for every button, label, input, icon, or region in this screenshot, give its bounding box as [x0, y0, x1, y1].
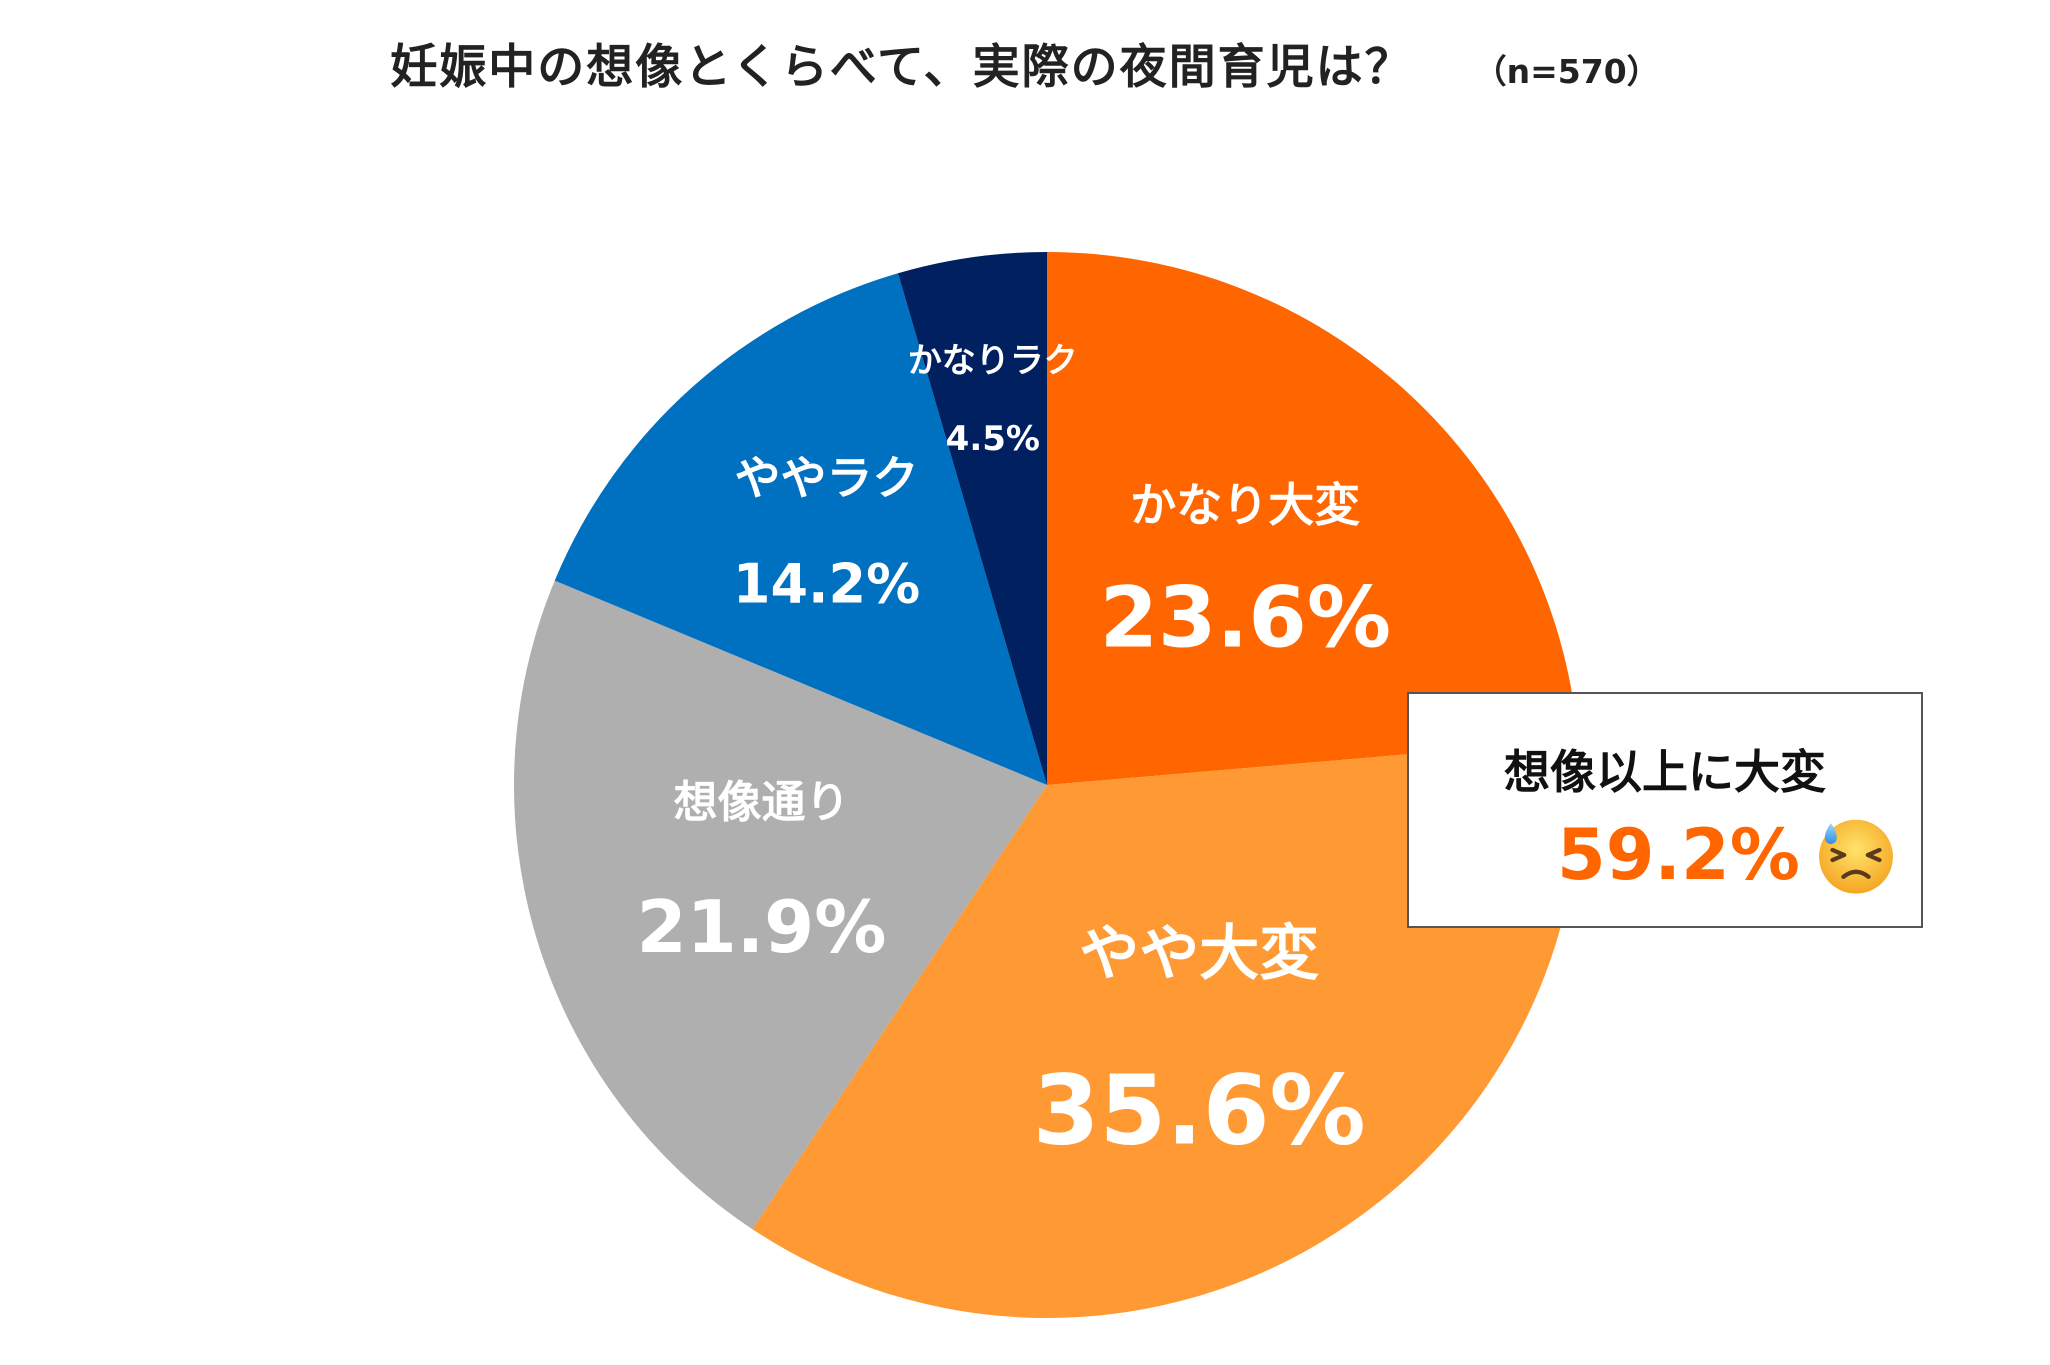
summary-callout: 想像以上に大変 59.2%: [1407, 692, 1923, 928]
slice-name-label: 想像通り: [673, 777, 849, 828]
pie-slice: [514, 580, 1047, 1230]
chart-title: 妊娠中の想像とくらべて、実際の夜間育児は？ （n=570）: [0, 28, 2050, 97]
slice-name-label: ややラク: [735, 451, 919, 505]
callout-value-row: 59.2%: [1557, 810, 1898, 900]
slice-name-label: かなりラク: [908, 341, 1078, 381]
downcast-face-with-sweat-icon: [1818, 819, 1893, 894]
sample-size: （n=570）: [1473, 52, 1660, 91]
slice-name-label: かなり大変: [1130, 478, 1360, 532]
slice-name-label: やや大変: [1079, 919, 1319, 989]
slice-value-label: 23.6%: [1100, 568, 1391, 666]
pie-slice: [898, 252, 1047, 785]
slice-value-label: 14.2%: [733, 553, 920, 616]
slice-value-label: 35.6%: [1033, 1054, 1366, 1166]
pie-slice: [1047, 252, 1579, 785]
title-text: 妊娠中の想像とくらべて、実際の夜間育児は？: [390, 40, 1414, 95]
pie-slice: [752, 739, 1580, 1318]
pie-slice: [554, 273, 1047, 785]
callout-label: 想像以上に大変: [1504, 745, 1826, 799]
pie-slices: [514, 252, 1580, 1318]
pie-labels: かなり大変 23.6% やや大変 35.6% 想像通り 21.9% ややラク 14.2% かなり…: [637, 341, 1391, 1166]
slice-value-label: 4.5%: [946, 419, 1040, 459]
slice-value-label: 21.9%: [637, 885, 887, 969]
callout-value: 59.2%: [1557, 814, 1800, 896]
